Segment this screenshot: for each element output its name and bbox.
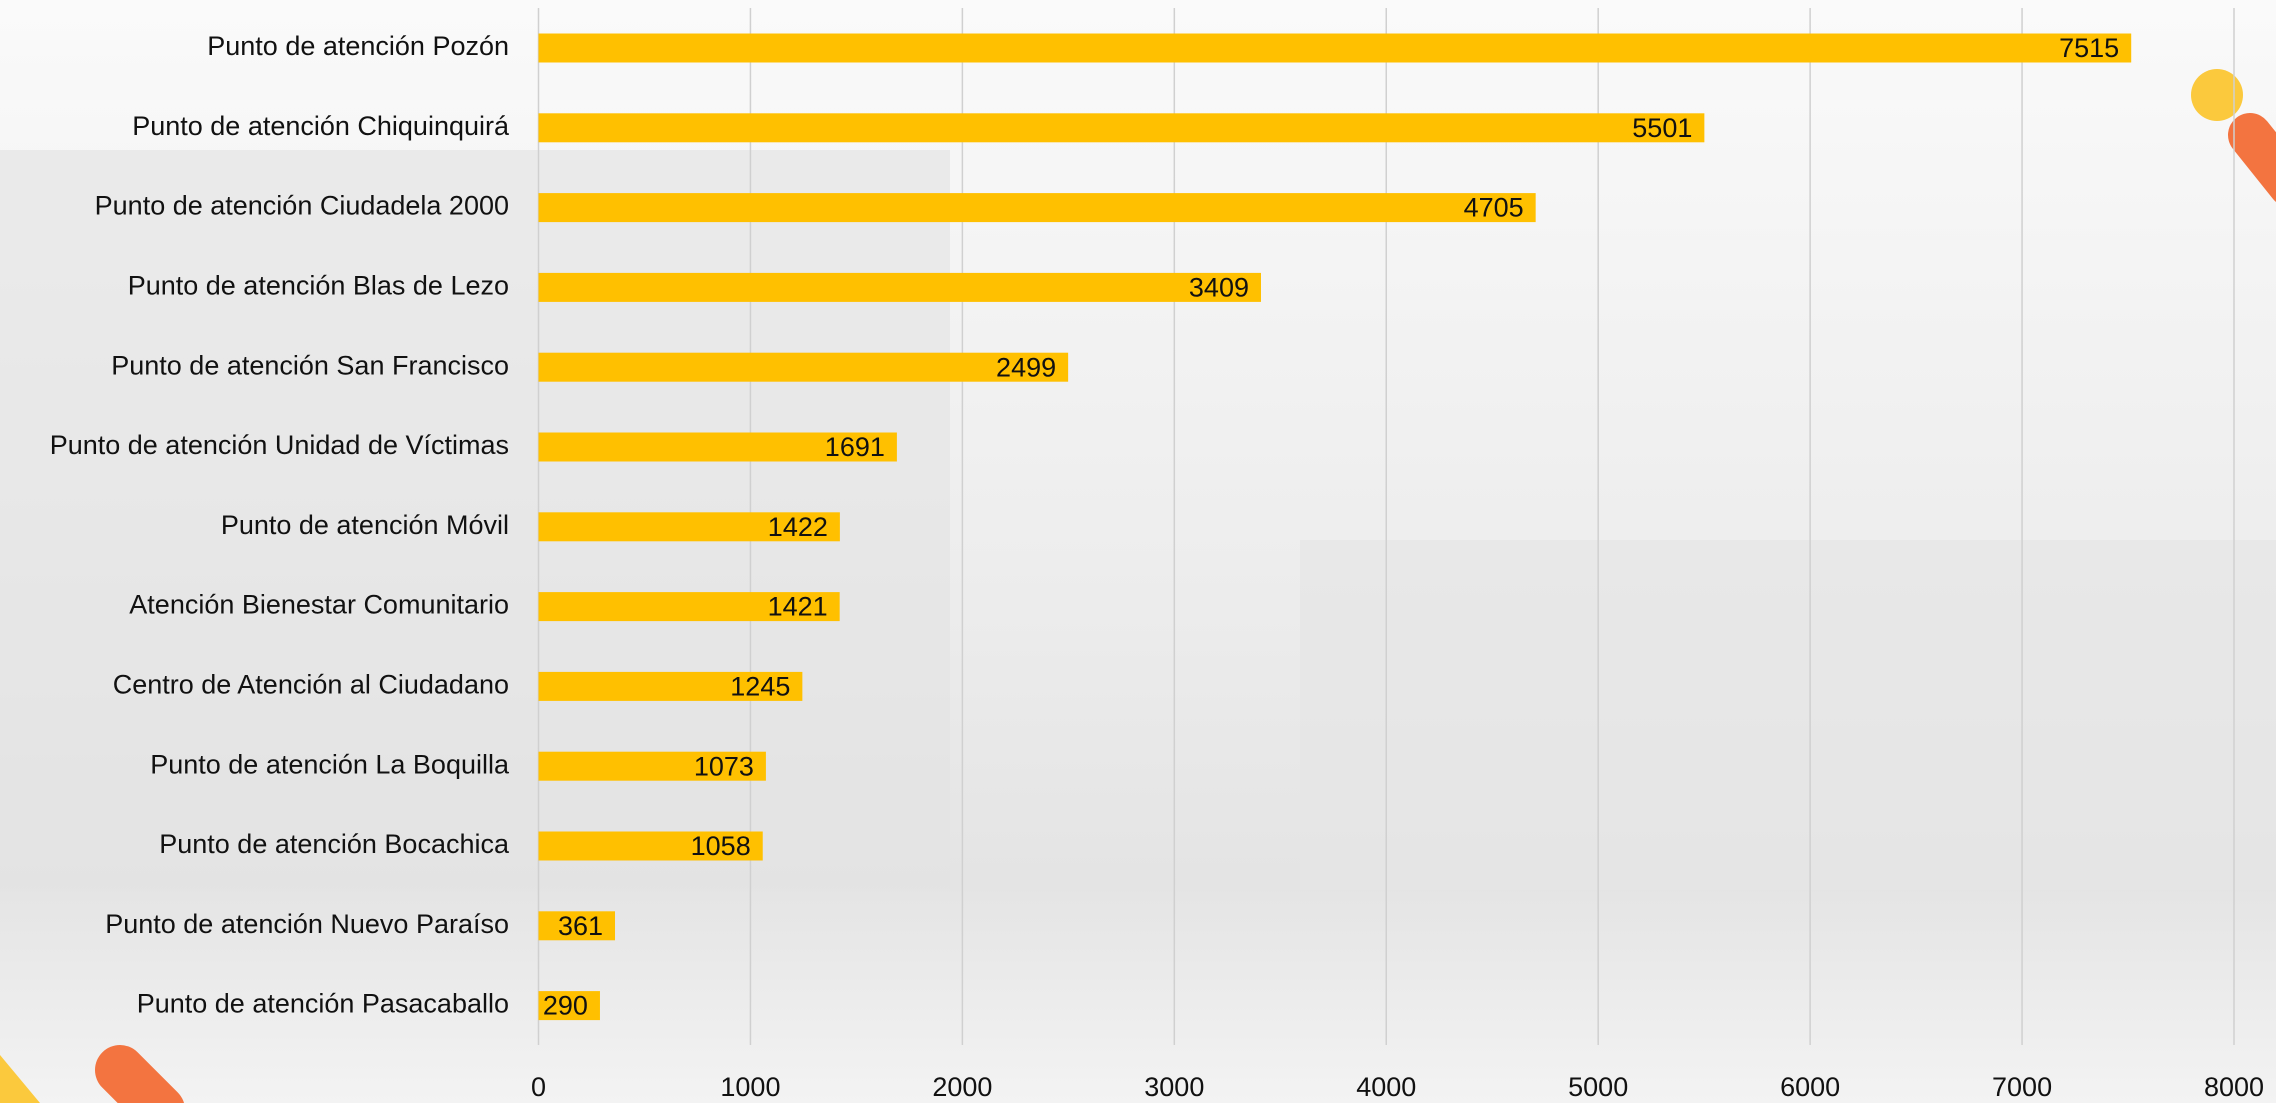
data-label: 1421 xyxy=(768,592,828,622)
bar xyxy=(538,512,840,542)
data-label: 1245 xyxy=(730,672,790,702)
x-tick-label: 0 xyxy=(531,1072,546,1102)
bar xyxy=(538,911,616,941)
y-tick-label: Punto de atención Ciudadela 2000 xyxy=(95,191,509,221)
x-tick-label: 1000 xyxy=(720,1072,780,1102)
y-tick-label: Punto de atención Pozón xyxy=(207,31,509,61)
decor-circle xyxy=(2191,69,2243,121)
y-tick-label: Punto de atención Bocachica xyxy=(159,829,510,859)
y-tick-label: Punto de atención Nuevo Paraíso xyxy=(105,909,509,939)
y-tick-label: Punto de atención San Francisco xyxy=(111,350,509,380)
y-tick-label: Punto de atención Chiquinquirá xyxy=(132,111,510,141)
bar xyxy=(538,113,1705,143)
bar xyxy=(538,751,766,781)
decor-triangle xyxy=(0,1055,40,1103)
x-tick-label: 5000 xyxy=(1568,1072,1628,1102)
decor-stroke xyxy=(95,1045,184,1103)
y-tick-label: Atención Bienestar Comunitario xyxy=(129,590,509,620)
x-tick-label: 6000 xyxy=(1780,1072,1840,1102)
plot: 0 1000 2000 3000 4000 5000 6000 7000 8000 Punto d… xyxy=(50,8,2264,1102)
y-tick-label: Punto de atención La Boquilla xyxy=(150,749,510,779)
data-label: 2499 xyxy=(996,352,1056,382)
bar xyxy=(538,991,600,1021)
x-tick-label: 7000 xyxy=(1992,1072,2052,1102)
bar xyxy=(538,352,1069,382)
data-label: 290 xyxy=(543,991,588,1021)
bar xyxy=(538,33,2132,63)
data-label: 4705 xyxy=(1464,193,1524,223)
y-tick-label: Punto de atención Blas de Lezo xyxy=(128,271,509,301)
x-tick-label: 4000 xyxy=(1356,1072,1416,1102)
decor-stroke xyxy=(2228,113,2276,202)
y-tick-label: Centro de Atención al Ciudadano xyxy=(113,670,509,700)
bar xyxy=(538,193,1536,223)
y-tick-label: Punto de atención Unidad de Víctimas xyxy=(50,430,509,460)
data-label: 361 xyxy=(558,911,603,941)
data-label: 3409 xyxy=(1189,273,1249,303)
data-label: 7515 xyxy=(2059,33,2119,63)
data-label: 1422 xyxy=(768,512,828,542)
building-shade xyxy=(1300,540,2276,890)
y-tick-label: Punto de atención Pasacaballo xyxy=(137,989,509,1019)
data-label: 5501 xyxy=(1632,113,1692,143)
bar xyxy=(538,831,763,861)
x-tick-label: 2000 xyxy=(932,1072,992,1102)
bar xyxy=(538,432,897,462)
data-label: 1691 xyxy=(825,432,885,462)
data-label: 1073 xyxy=(694,751,754,781)
bar xyxy=(538,592,840,622)
x-tick-label: 8000 xyxy=(2204,1072,2264,1102)
y-tick-label: Punto de atención Móvil xyxy=(221,510,509,540)
x-tick-label: 3000 xyxy=(1144,1072,1204,1102)
data-label: 1058 xyxy=(691,831,751,861)
bar xyxy=(538,272,1261,302)
bar xyxy=(538,671,803,701)
